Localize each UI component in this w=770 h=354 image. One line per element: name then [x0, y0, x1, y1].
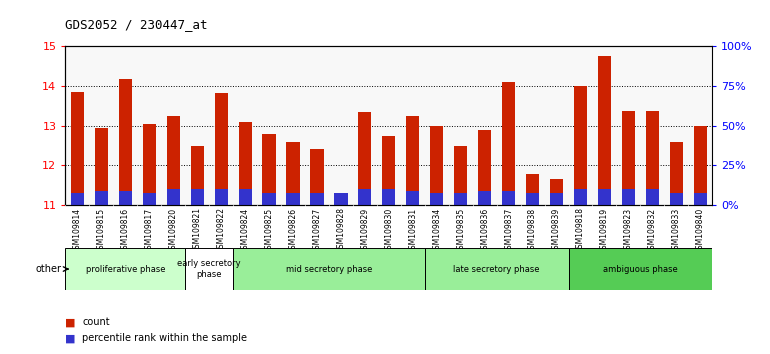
Bar: [191, 145, 204, 205]
Text: GSM109816: GSM109816: [121, 207, 130, 253]
Bar: [95, 191, 108, 205]
Bar: [694, 193, 707, 205]
Text: count: count: [82, 318, 110, 327]
Bar: [95, 128, 108, 205]
Text: proliferative phase: proliferative phase: [85, 264, 165, 274]
Bar: [334, 193, 347, 205]
Bar: [694, 126, 707, 205]
Bar: [425, 248, 568, 290]
Bar: [568, 248, 712, 290]
Bar: [574, 86, 587, 205]
Text: GSM109840: GSM109840: [696, 207, 705, 254]
Bar: [186, 248, 233, 290]
Text: late secretory phase: late secretory phase: [454, 264, 540, 274]
Bar: [382, 189, 396, 205]
Text: ambiguous phase: ambiguous phase: [603, 264, 678, 274]
Bar: [526, 193, 539, 205]
Text: GSM109815: GSM109815: [97, 207, 106, 253]
Bar: [670, 142, 683, 205]
Text: GSM109834: GSM109834: [432, 207, 441, 254]
Text: GSM109826: GSM109826: [289, 207, 297, 253]
Bar: [142, 124, 156, 205]
Bar: [166, 189, 180, 205]
Bar: [550, 193, 563, 205]
Bar: [166, 116, 180, 205]
Bar: [670, 193, 683, 205]
Bar: [454, 146, 467, 205]
Bar: [407, 116, 420, 205]
Bar: [286, 193, 300, 205]
Text: ■: ■: [65, 318, 76, 327]
Bar: [358, 112, 371, 205]
Bar: [71, 92, 84, 205]
Bar: [598, 189, 611, 205]
Bar: [478, 130, 491, 205]
Bar: [191, 189, 204, 205]
Bar: [358, 189, 371, 205]
Text: GSM109817: GSM109817: [145, 207, 154, 253]
Bar: [526, 174, 539, 205]
Bar: [263, 193, 276, 205]
Bar: [310, 149, 323, 205]
Bar: [71, 193, 84, 205]
Bar: [598, 56, 611, 205]
Text: GSM109838: GSM109838: [528, 207, 537, 253]
Bar: [502, 191, 515, 205]
Text: GSM109828: GSM109828: [336, 207, 346, 253]
Bar: [550, 179, 563, 205]
Text: GSM109835: GSM109835: [456, 207, 465, 254]
Bar: [65, 248, 186, 290]
Text: GSM109831: GSM109831: [408, 207, 417, 253]
Bar: [646, 189, 659, 205]
Text: ■: ■: [65, 333, 76, 343]
Bar: [407, 191, 420, 205]
Bar: [215, 189, 228, 205]
Text: GSM109837: GSM109837: [504, 207, 513, 254]
Text: GSM109833: GSM109833: [671, 207, 681, 254]
Bar: [622, 110, 635, 205]
Text: GSM109818: GSM109818: [576, 207, 585, 253]
Bar: [233, 248, 425, 290]
Text: mid secretory phase: mid secretory phase: [286, 264, 372, 274]
Bar: [478, 191, 491, 205]
Text: other: other: [35, 264, 62, 274]
Text: GSM109814: GSM109814: [73, 207, 82, 253]
Bar: [430, 126, 444, 205]
Bar: [622, 189, 635, 205]
Bar: [574, 189, 587, 205]
Text: percentile rank within the sample: percentile rank within the sample: [82, 333, 247, 343]
Bar: [502, 82, 515, 205]
Text: GSM109829: GSM109829: [360, 207, 370, 253]
Bar: [142, 193, 156, 205]
Bar: [263, 135, 276, 205]
Bar: [454, 193, 467, 205]
Bar: [430, 193, 444, 205]
Bar: [119, 79, 132, 205]
Text: early secretory
phase: early secretory phase: [177, 259, 241, 279]
Bar: [239, 122, 252, 205]
Bar: [239, 189, 252, 205]
Text: GDS2052 / 230447_at: GDS2052 / 230447_at: [65, 18, 208, 31]
Text: GSM109823: GSM109823: [624, 207, 633, 253]
Text: GSM109824: GSM109824: [240, 207, 249, 253]
Text: GSM109839: GSM109839: [552, 207, 561, 254]
Bar: [382, 136, 396, 205]
Text: GSM109825: GSM109825: [265, 207, 273, 253]
Text: GSM109820: GSM109820: [169, 207, 178, 253]
Text: GSM109821: GSM109821: [192, 207, 202, 253]
Text: GSM109830: GSM109830: [384, 207, 393, 254]
Text: GSM109822: GSM109822: [216, 207, 226, 253]
Text: GSM109827: GSM109827: [313, 207, 322, 253]
Bar: [310, 193, 323, 205]
Text: GSM109832: GSM109832: [648, 207, 657, 253]
Bar: [646, 110, 659, 205]
Text: GSM109836: GSM109836: [480, 207, 489, 254]
Bar: [334, 193, 347, 205]
Bar: [215, 93, 228, 205]
Bar: [119, 191, 132, 205]
Text: GSM109819: GSM109819: [600, 207, 609, 253]
Bar: [286, 142, 300, 205]
